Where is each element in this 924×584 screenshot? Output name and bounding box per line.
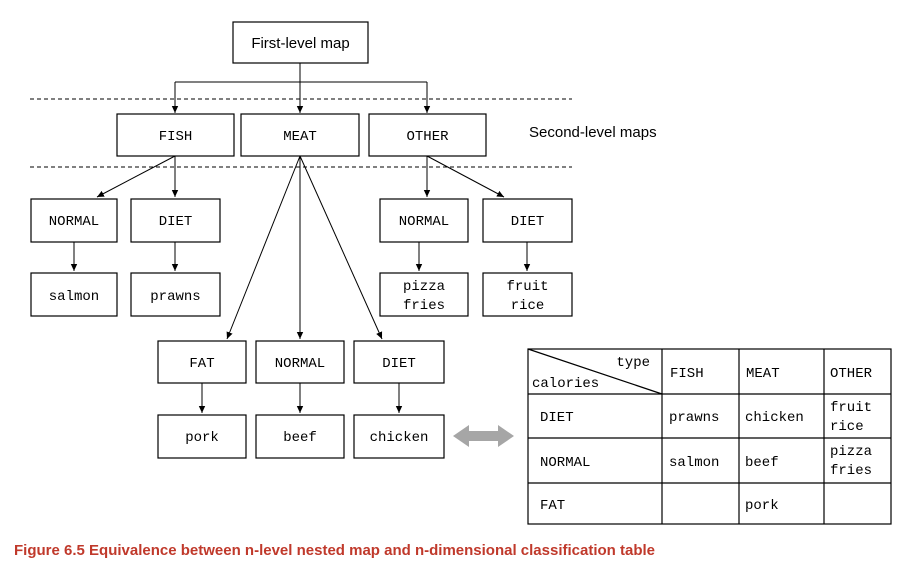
leaf-label: salmon — [49, 289, 99, 305]
leaf-salmon: salmon — [30, 272, 118, 317]
node-meat-diet: DIET — [353, 340, 445, 384]
edge-fish-normal — [96, 155, 176, 198]
table-cell: beef — [745, 455, 779, 471]
leaf-pork: pork — [157, 414, 247, 459]
table-cell-line-2: fries — [830, 463, 872, 479]
node-label: NORMAL — [275, 356, 325, 372]
column-header-meat: MEAT — [746, 366, 780, 382]
corner-calories-label: calories — [532, 376, 599, 392]
node-fish-diet: DIET — [130, 198, 221, 243]
node-label: FAT — [189, 356, 214, 372]
node-label: MEAT — [283, 129, 317, 145]
table-cell-line-1: fruit — [830, 400, 872, 416]
node-label: NORMAL — [49, 214, 99, 230]
leaf-label: chicken — [370, 430, 429, 446]
leaf-fruit-rice: fruit rice — [482, 272, 573, 317]
node-meat-fat: FAT — [157, 340, 247, 384]
corner-type-label: type — [616, 355, 650, 371]
second-level-label: Second-level maps — [529, 124, 657, 141]
node-meat-normal: NORMAL — [255, 340, 345, 384]
leaf-label-line-2: rice — [511, 298, 545, 314]
node-label: DIET — [159, 214, 193, 230]
column-header-fish: FISH — [670, 366, 704, 382]
table-cell-line-1: pizza — [830, 444, 872, 460]
leaf-label: beef — [283, 430, 317, 446]
node-other: OTHER — [368, 113, 487, 157]
leaf-label-line-1: pizza — [403, 279, 445, 295]
figure-caption: Figure 6.5 Equivalence between n-level n… — [14, 542, 656, 559]
table-cell: chicken — [745, 410, 804, 426]
node-fish-normal: NORMAL — [30, 198, 118, 243]
classification-table: type calories FISH MEAT OTHER DIET prawn… — [527, 348, 892, 525]
leaf-prawns: prawns — [130, 272, 221, 317]
node-label: DIET — [511, 214, 545, 230]
row-label-normal: NORMAL — [540, 455, 590, 471]
leaf-pizza-fries: pizza fries — [379, 272, 469, 317]
node-label: First-level map — [251, 35, 349, 52]
node-meat: MEAT — [240, 113, 360, 157]
column-header-other: OTHER — [830, 366, 873, 382]
node-label: OTHER — [406, 129, 449, 145]
node-first-level-map: First-level map — [232, 21, 369, 64]
row-label-diet: DIET — [540, 410, 574, 426]
edge-meat-fat — [226, 155, 301, 340]
edge-meat-diet — [299, 155, 383, 340]
node-other-normal: NORMAL — [379, 198, 469, 243]
nested-map-diagram: First-level map Second-level maps FISH M… — [30, 21, 892, 525]
leaf-beef: beef — [255, 414, 345, 459]
node-label: FISH — [159, 129, 193, 145]
corner-diagonal — [527, 348, 663, 395]
node-other-diet: DIET — [482, 198, 573, 243]
leaf-label: prawns — [150, 289, 200, 305]
table-cell-line-2: rice — [830, 419, 864, 435]
table-border — [527, 348, 892, 525]
row-label-fat: FAT — [540, 498, 565, 514]
table-cell: salmon — [669, 455, 719, 471]
leaf-label-line-2: fries — [403, 298, 445, 314]
edge-other-diet — [426, 155, 505, 198]
double-arrow-icon — [453, 425, 514, 447]
leaf-label: pork — [185, 430, 219, 446]
leaf-label-line-1: fruit — [506, 279, 548, 295]
table-cell: prawns — [669, 410, 719, 426]
node-fish: FISH — [116, 113, 235, 157]
node-label: NORMAL — [399, 214, 449, 230]
node-label: DIET — [382, 356, 416, 372]
leaf-chicken: chicken — [353, 414, 445, 459]
table-cell: pork — [745, 498, 779, 514]
